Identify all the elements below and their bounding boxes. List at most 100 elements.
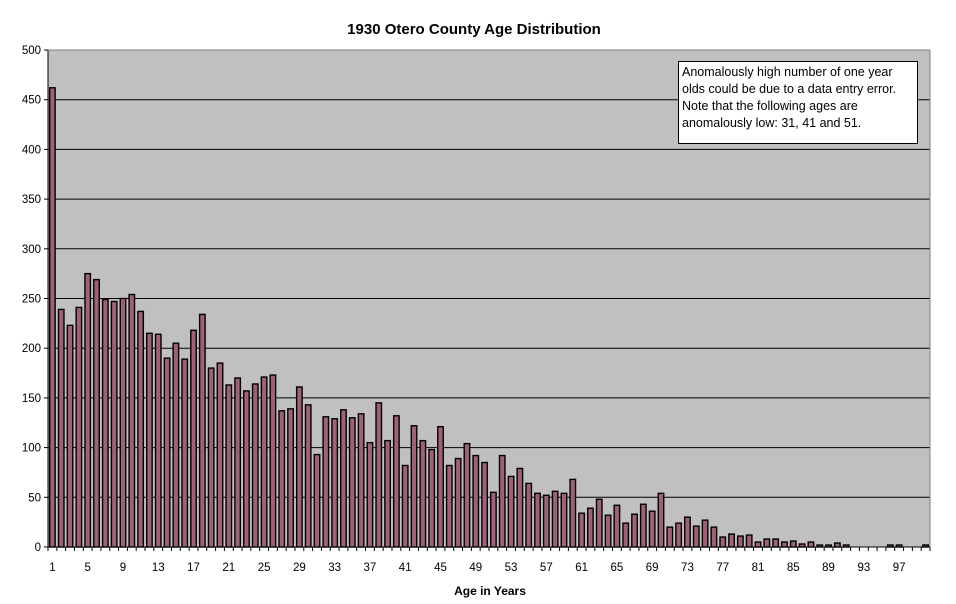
bar [684, 516, 691, 548]
bar [542, 494, 550, 548]
bar [348, 417, 356, 548]
x-tick-label: 29 [293, 562, 306, 574]
bar [57, 308, 65, 548]
bar [833, 542, 841, 548]
y-tick-label: 0 [35, 542, 41, 554]
y-tick-label: 150 [22, 393, 41, 405]
bar [604, 514, 612, 548]
bar [128, 293, 136, 548]
y-tick-label: 50 [28, 492, 41, 504]
x-axis-label: Age in Years [454, 584, 526, 598]
bar [190, 329, 197, 548]
bar [437, 426, 444, 548]
bar [719, 536, 727, 548]
bar [772, 538, 780, 548]
bar [375, 402, 383, 548]
bar [119, 297, 127, 548]
bar [728, 533, 735, 548]
bar [595, 498, 603, 548]
x-tick-label: 69 [646, 562, 659, 574]
bar [304, 404, 312, 548]
x-tick-label: 89 [822, 562, 835, 574]
bar [84, 272, 92, 548]
bar [251, 383, 259, 548]
x-tick-label: 25 [258, 562, 271, 574]
bar [145, 332, 153, 548]
bar [331, 418, 339, 548]
bar [137, 310, 145, 548]
bar [225, 384, 233, 548]
x-tick-label: 45 [434, 562, 447, 574]
bar [613, 504, 621, 548]
bar [207, 367, 215, 548]
x-tick-label: 53 [505, 562, 518, 574]
bar [216, 362, 224, 548]
bar [710, 526, 718, 548]
bar [534, 492, 541, 548]
y-tick-label: 250 [22, 294, 41, 306]
bar [428, 448, 436, 548]
bar [754, 541, 762, 548]
bar [269, 374, 277, 548]
bar [631, 513, 638, 548]
x-tick-label: 21 [222, 562, 235, 574]
bar [410, 425, 418, 548]
bar [340, 409, 347, 548]
bar [498, 454, 506, 548]
x-tick-label: 61 [575, 562, 588, 574]
bar [675, 522, 683, 548]
bar [392, 415, 400, 548]
x-tick-label: 9 [120, 562, 126, 574]
bar [401, 464, 409, 548]
y-tick-label: 350 [22, 194, 41, 206]
bar [445, 464, 453, 548]
bar [551, 490, 559, 548]
bar [110, 300, 118, 548]
bar [745, 534, 753, 548]
bar [763, 538, 771, 548]
bar [295, 386, 303, 548]
bar [657, 492, 665, 548]
x-tick-label: 93 [857, 562, 870, 574]
bar [489, 491, 497, 548]
bar [472, 454, 480, 548]
bar [357, 413, 365, 548]
bar [692, 525, 700, 548]
bar [516, 467, 524, 548]
x-tick-label: 49 [469, 562, 482, 574]
bar [789, 540, 797, 548]
bar [666, 526, 674, 548]
bar [454, 457, 462, 548]
bar [287, 408, 294, 548]
bar [163, 357, 171, 548]
x-tick-label: 33 [328, 562, 341, 574]
bar [198, 313, 206, 548]
bar [736, 535, 744, 548]
chart-title: 1930 Otero County Age Distribution [347, 21, 601, 38]
x-tick-label: 37 [364, 562, 377, 574]
bar [578, 512, 586, 548]
bar [260, 376, 268, 548]
y-tick-label: 500 [22, 45, 41, 57]
x-tick-label: 17 [187, 562, 200, 574]
bar [569, 478, 577, 548]
annotation-box: Anomalously high number of one year olds… [678, 61, 918, 144]
bar [93, 278, 100, 548]
bar [278, 410, 286, 548]
bar [154, 333, 162, 548]
x-tick-label: 65 [610, 562, 623, 574]
bar [648, 510, 656, 548]
x-tick-label: 5 [84, 562, 90, 574]
bar [507, 475, 515, 548]
bar [322, 416, 330, 548]
bar [101, 298, 109, 548]
bar [243, 390, 250, 548]
bar [234, 377, 242, 548]
y-tick-label: 200 [22, 343, 41, 355]
x-tick-label: 81 [752, 562, 765, 574]
y-tick-label: 100 [22, 443, 41, 455]
y-axis-ticks: 0 50 100 150 200 250 300 350 400 450 500 [22, 45, 48, 554]
x-tick-label: 85 [787, 562, 800, 574]
x-tick-label: 1 [49, 562, 55, 574]
bar [172, 342, 180, 548]
